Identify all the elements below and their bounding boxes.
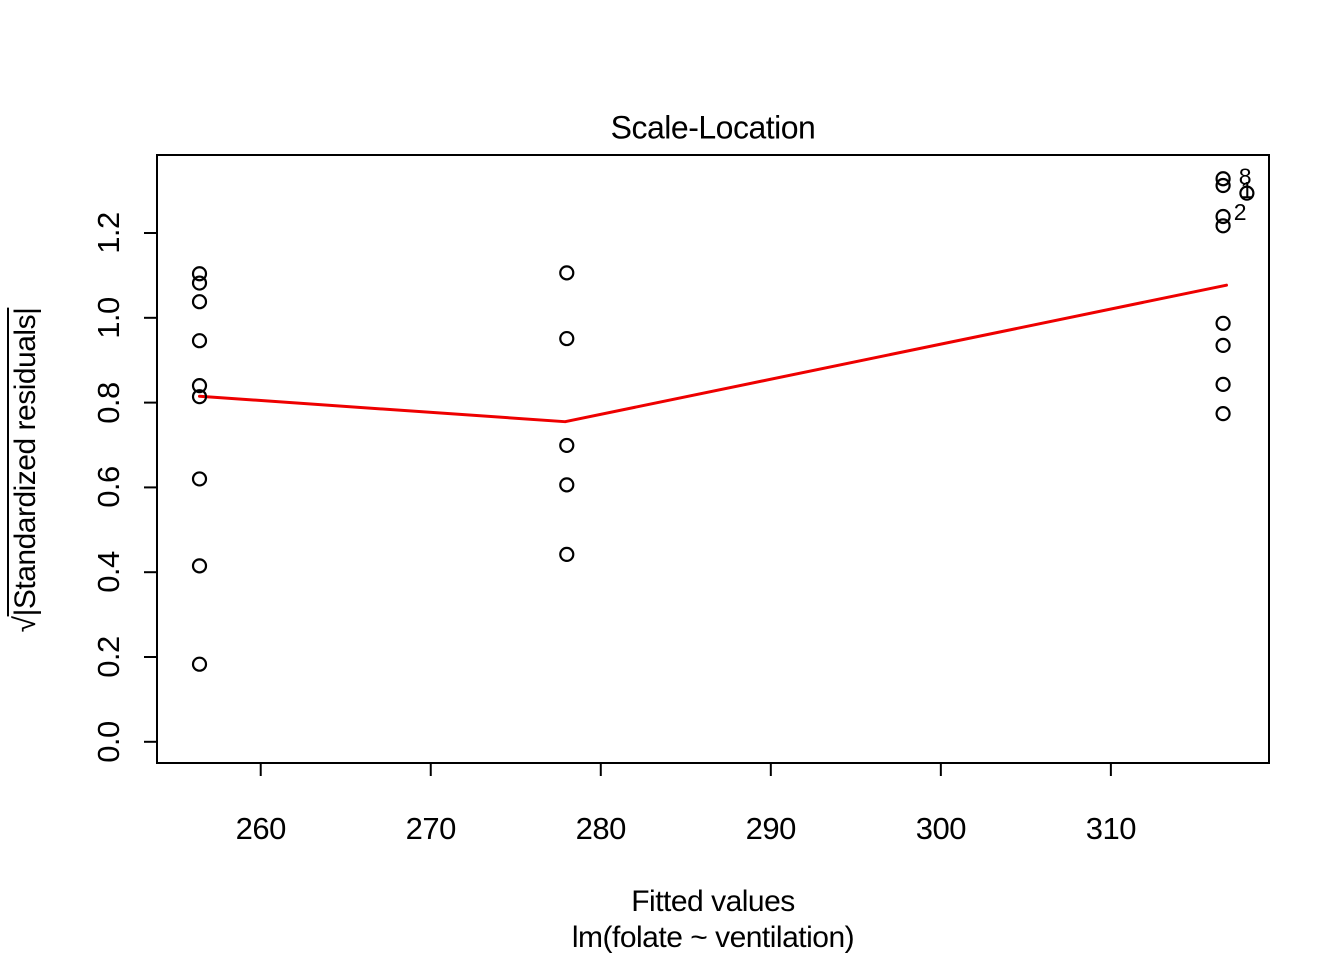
x-tick-label: 310 (1085, 811, 1137, 846)
point-label: 8 (1239, 164, 1252, 190)
y-tick-label: 0.2 (91, 636, 126, 678)
data-point (191, 389, 208, 405)
data-point (191, 266, 208, 282)
data-point (559, 477, 575, 493)
data-point (1215, 406, 1231, 422)
data-point (1215, 171, 1231, 187)
data-point (559, 330, 575, 347)
x-tick-label: 290 (745, 811, 797, 846)
data-point (191, 333, 208, 349)
y-tick-label: 0.8 (91, 381, 126, 424)
data-point (1215, 315, 1231, 331)
point-label: 2 (1234, 199, 1247, 225)
y-tick-label: 0.6 (91, 466, 126, 509)
y-tick-label: 1.2 (91, 212, 126, 254)
data-point (191, 656, 208, 672)
data-point (1239, 185, 1255, 201)
data-point (191, 558, 208, 574)
x-axis-label: Fitted values (631, 885, 795, 918)
y-tick-label: 0.0 (91, 720, 126, 763)
data-point (1215, 376, 1231, 392)
sqrt-sign: √ (9, 616, 42, 633)
x-tick-label: 280 (575, 811, 627, 846)
data-point (191, 275, 208, 291)
data-point (1215, 218, 1231, 234)
data-point (559, 265, 575, 281)
y-tick-label: 1.0 (91, 296, 126, 339)
data-point (1215, 208, 1231, 225)
data-point (1215, 177, 1231, 194)
data-point (191, 378, 208, 394)
y-tick-label: 0.4 (91, 551, 126, 594)
data-point (559, 437, 575, 454)
x-tick-label: 300 (915, 811, 967, 846)
data-point (559, 546, 575, 562)
point-label: 1 (1240, 177, 1253, 203)
x-tick-label: 270 (405, 811, 457, 846)
plot-border (156, 154, 1270, 764)
y-axis-label: √|Standardized residuals| (9, 308, 43, 633)
data-point (191, 294, 208, 310)
chart-title: Scale-Location (610, 109, 816, 146)
x-tick-label: 260 (235, 811, 287, 846)
data-point (191, 471, 208, 487)
data-point (1215, 337, 1231, 353)
model-formula-subtitle: lm(folate ~ ventilation) (571, 921, 855, 954)
smoother-line (198, 283, 1228, 424)
y-axis-label-text: |Standardized residuals| (9, 307, 42, 617)
